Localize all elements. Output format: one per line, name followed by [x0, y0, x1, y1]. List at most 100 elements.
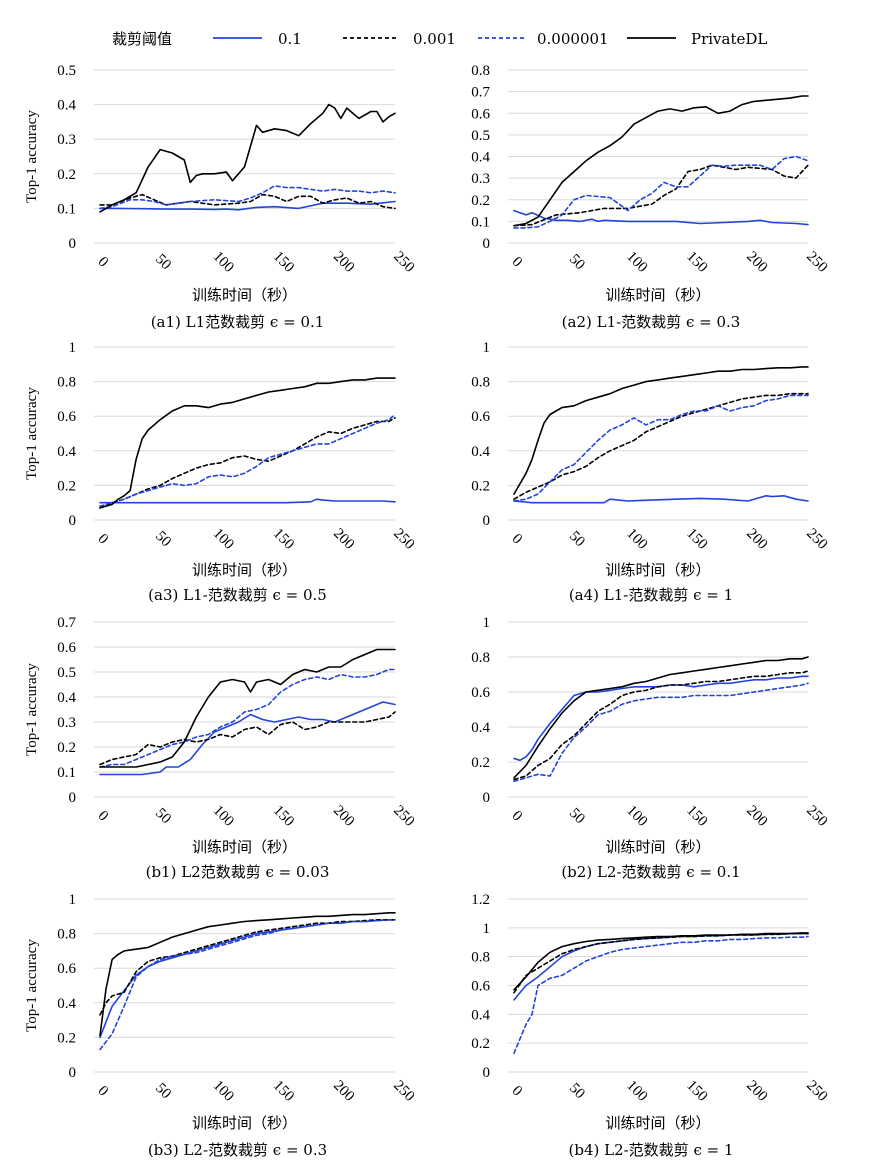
series-line-0-000001: [513, 935, 809, 1055]
legend-label-3: 0.000001: [537, 30, 609, 48]
x-tick-label: 0: [509, 531, 526, 548]
series-line-0-1: [513, 675, 809, 762]
x-tick-label: 200: [743, 526, 770, 553]
y-tick-label: 0.3: [57, 132, 76, 148]
y-tick-label: 0.1: [57, 765, 76, 781]
x-tick-label: 150: [683, 803, 710, 830]
chart-b3: 0 0.2 0.4 0.6 0.8 1 0 50 100 150 200 250 训练时间（秒） Top-…: [24, 892, 417, 1159]
x-tick-label: 250: [390, 803, 417, 830]
x-tick-label: 50: [566, 805, 588, 827]
legend: 裁剪阈值 0.1 0.001 0.000001 PrivateDL: [112, 30, 767, 48]
x-tick-label: 250: [390, 526, 417, 553]
series-line-0-1: [99, 200, 396, 211]
y-tick-label: 0.4: [471, 150, 490, 166]
series-line-0-001: [99, 711, 396, 766]
chart-caption: (b1) L2范数裁剪 ϵ = 0.03: [146, 863, 330, 881]
series-line-0-000001: [513, 394, 809, 502]
x-axis-label: 训练时间（秒）: [605, 287, 710, 304]
x-tick-label: 200: [330, 526, 357, 553]
legend-title: 裁剪阈值: [112, 30, 172, 48]
y-tick-label: 0.8: [57, 375, 76, 391]
x-tick-label: 150: [683, 249, 710, 276]
y-tick-label: 0.2: [471, 193, 490, 209]
y-tick-label: 0.2: [57, 167, 76, 183]
y-tick-label: 0.2: [57, 478, 76, 494]
x-tick-label: 0: [95, 254, 112, 271]
y-tick-label: 0: [69, 790, 77, 806]
series-line-privatedl: [513, 932, 809, 991]
y-tick-label: 1.2: [471, 892, 490, 908]
x-axis-label: 训练时间（秒）: [605, 839, 710, 856]
x-tick-label: 0: [509, 808, 526, 825]
x-tick-label: 100: [623, 249, 650, 276]
y-tick-label: 0.5: [471, 128, 490, 144]
series-line-privatedl: [513, 95, 809, 227]
y-tick-label: 0.4: [471, 444, 490, 460]
y-tick-label: 0: [69, 513, 77, 529]
chart-caption: (a3) L1-范数裁剪 ϵ = 0.5: [148, 586, 327, 604]
y-tick-label: 0.6: [57, 961, 76, 977]
panels: 00.10.20.30.40.50 50 100 150 200 250训练时间（秒）To…: [24, 63, 830, 1159]
series-line-0-000001: [99, 668, 396, 768]
y-tick-label: 0.3: [57, 715, 76, 731]
y-tick-label: 1: [483, 340, 491, 356]
series-line-privatedl: [99, 648, 396, 768]
x-tick-label: 50: [152, 805, 174, 827]
x-tick-label: 0: [509, 254, 526, 271]
x-tick-label: 0: [95, 1083, 112, 1100]
series-line-privatedl: [99, 912, 396, 1037]
x-tick-label: 50: [566, 528, 588, 550]
y-tick-label: 0.8: [471, 950, 490, 966]
series-line-0-1: [513, 932, 809, 1001]
y-tick-label: 0.6: [57, 409, 76, 425]
y-tick-label: 0.2: [57, 740, 76, 756]
x-tick-label: 200: [330, 249, 357, 276]
y-tick-label: 0.2: [57, 1030, 76, 1046]
x-axis-label: 训练时间（秒）: [192, 562, 297, 579]
y-tick-label: 0.4: [57, 444, 76, 460]
legend-label-1: 0.1: [278, 30, 302, 48]
x-tick-label: 150: [270, 1078, 297, 1105]
x-tick-label: 0: [509, 1083, 526, 1100]
y-tick-label: 0.1: [471, 214, 490, 230]
chart-a3: 0 0.2 0.4 0.6 0.8 1 0 50 100 150 200 250 训练时间（秒） Top-…: [24, 340, 417, 604]
y-tick-label: 1: [69, 340, 77, 356]
legend-label-4: PrivateDL: [691, 30, 767, 48]
x-tick-label: 50: [566, 1080, 588, 1102]
y-tick-label: 0.4: [57, 996, 76, 1012]
y-tick-label: 0.8: [57, 927, 76, 943]
y-tick-label: 0: [483, 236, 491, 252]
x-tick-label: 0: [95, 808, 112, 825]
series-line-0-001: [513, 164, 809, 227]
series-line-0-000001: [513, 682, 809, 783]
series-line-0-1: [99, 701, 396, 776]
y-tick-label: 0.2: [471, 1036, 490, 1052]
chart-caption: (a4) L1-范数裁剪 ϵ = 1: [569, 586, 733, 604]
y-tick-label: 0.4: [57, 690, 76, 706]
x-tick-label: 200: [330, 803, 357, 830]
y-axis-label: Top-1 accuracy: [24, 110, 40, 203]
x-tick-label: 200: [743, 803, 770, 830]
series-line-0-000001: [513, 155, 809, 229]
x-tick-label: 150: [683, 1078, 710, 1105]
y-tick-label: 0.6: [57, 640, 76, 656]
y-tick-label: 0: [483, 513, 491, 529]
series-line-0-000001: [99, 185, 396, 210]
series-line-0-1: [99, 919, 396, 1039]
series-line-0-001: [513, 932, 809, 994]
y-tick-label: 0.6: [471, 979, 490, 995]
x-tick-label: 100: [210, 249, 237, 276]
chart-a4: 0 0.2 0.4 0.6 0.8 1 0 50 100 150 200 250 训练时间（秒） (a4)…: [471, 340, 830, 604]
y-tick-label: 0.8: [471, 63, 490, 79]
x-tick-label: 50: [566, 251, 588, 273]
x-tick-label: 0: [95, 531, 112, 548]
x-tick-label: 100: [210, 526, 237, 553]
y-tick-label: 0: [483, 1065, 491, 1081]
x-tick-label: 100: [623, 803, 650, 830]
x-tick-label: 250: [803, 1078, 830, 1105]
x-tick-label: 100: [210, 1078, 237, 1105]
x-tick-label: 150: [270, 526, 297, 553]
x-tick-label: 100: [210, 803, 237, 830]
chart-b4: 0 0.2 0.4 0.6 0.8 1 1.2 0 50 100 150 200 250 训练时间（秒） (…: [471, 892, 830, 1159]
